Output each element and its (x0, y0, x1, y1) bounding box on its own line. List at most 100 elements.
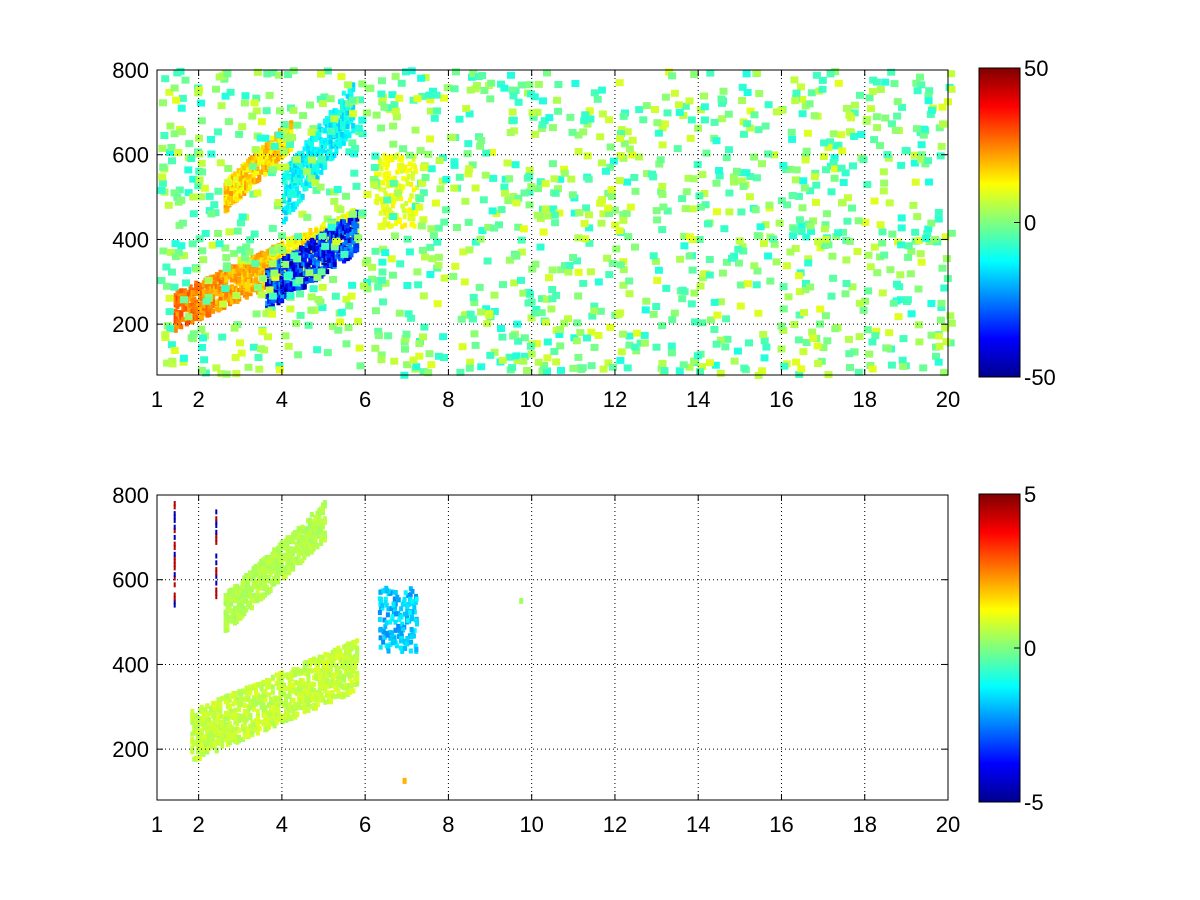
heatmap-cell (267, 678, 272, 684)
heatmap-cell (746, 173, 755, 180)
heatmap-cell (160, 132, 169, 139)
heatmap-cell (197, 193, 206, 201)
heatmap-cell (903, 296, 912, 304)
heatmap-cell (468, 315, 477, 323)
heatmap-cell (189, 175, 198, 183)
heatmap-cell (283, 181, 288, 187)
heatmap-cell (225, 716, 230, 722)
heatmap-cell (183, 267, 192, 275)
heatmap-cell (916, 73, 924, 81)
heatmap-cell (693, 161, 702, 169)
heatmap-cell (690, 357, 699, 365)
heatmap-cell (827, 292, 836, 300)
heatmap-cell (499, 281, 507, 289)
heatmap-cell (846, 128, 854, 136)
heatmap-cell (802, 147, 811, 155)
heatmap-cell (433, 238, 442, 246)
heatmap-cell (435, 157, 444, 164)
heatmap-cell (287, 708, 292, 714)
heatmap-cell (198, 301, 202, 307)
heatmap-cell (861, 297, 870, 305)
heatmap-cell (543, 212, 552, 220)
heatmap-cell (295, 243, 300, 249)
heatmap-cell (906, 270, 915, 278)
heatmap-cell (238, 213, 247, 221)
heatmap-cell (315, 175, 320, 181)
heatmap-cell (306, 236, 311, 241)
heatmap-cell (887, 68, 896, 76)
heatmap-cell (310, 254, 315, 260)
heatmap-cell (539, 228, 548, 236)
heatmap-cell (348, 210, 357, 218)
heatmap-cell (594, 278, 603, 286)
heatmap-cell (342, 192, 350, 200)
heatmap-cell (784, 293, 793, 301)
heatmap-cell (870, 136, 879, 144)
heatmap-cell (912, 79, 921, 87)
heatmap-cell (560, 319, 569, 327)
heatmap-cell (411, 187, 416, 193)
heatmap-cell (224, 699, 228, 705)
heatmap-cell (252, 721, 257, 727)
heatmap-cell (941, 324, 950, 332)
heatmap-cell (834, 79, 843, 87)
heatmap-cell (599, 210, 608, 218)
heatmap-cell (211, 294, 216, 299)
colorbar-tick-label: 50 (1024, 56, 1048, 81)
heatmap-cell (724, 110, 733, 118)
heatmap-cell (434, 352, 443, 360)
heatmap-cell (383, 210, 388, 216)
heatmap-cell (248, 690, 253, 696)
heatmap-cell (279, 148, 288, 155)
heatmap-cell (342, 295, 351, 303)
heatmap-cell (658, 190, 667, 198)
heatmap-cell (508, 86, 517, 94)
heatmap-cell (685, 97, 694, 105)
heatmap-cell (230, 324, 239, 332)
heatmap-cell (300, 690, 305, 696)
heatmap-cell (281, 198, 286, 204)
heatmap-cell (788, 192, 797, 199)
heatmap-cell (383, 176, 388, 182)
heatmap-cell (263, 149, 267, 155)
y-tick-label: 200 (112, 312, 149, 337)
heatmap-cell (566, 113, 575, 121)
heatmap-cell (750, 262, 759, 270)
heatmap-cell (505, 353, 514, 361)
heatmap-cell (590, 302, 599, 310)
heatmap-cell (323, 262, 328, 268)
heatmap-cell (819, 153, 828, 160)
heatmap-cell (806, 283, 815, 291)
heatmap-cell (223, 262, 231, 270)
heatmap-cell (812, 198, 820, 206)
heatmap-cell (410, 175, 415, 181)
heatmap-cell (401, 208, 406, 214)
heatmap-cell (448, 133, 457, 141)
heatmap-cell (653, 276, 662, 284)
heatmap-cell (177, 104, 186, 112)
heatmap-cell (294, 233, 303, 241)
heatmap-cell (483, 257, 492, 265)
heatmap-cell (710, 326, 719, 333)
heatmap-cell (289, 67, 298, 75)
heatmap-cell (449, 272, 458, 280)
heatmap-cell (911, 178, 920, 186)
heatmap-cell (384, 222, 389, 228)
heatmap-cell (608, 193, 616, 201)
heatmap-cell (385, 179, 390, 185)
heatmap-cell (293, 239, 298, 245)
heatmap-cell (465, 110, 474, 118)
heatmap-cell (334, 248, 339, 254)
heatmap-cell (378, 210, 383, 216)
heatmap-cell (387, 193, 392, 199)
heatmap-cell (179, 288, 184, 294)
heatmap-cell (307, 156, 316, 164)
heatmap-cell (179, 252, 188, 260)
heatmap-cell (617, 130, 625, 137)
heatmap-cell (716, 336, 725, 344)
heatmap-cell (868, 87, 877, 95)
heatmap-cell (831, 68, 840, 76)
heatmap-cell (242, 243, 251, 251)
heatmap-cell (482, 149, 491, 157)
heatmap-cell (399, 145, 408, 153)
